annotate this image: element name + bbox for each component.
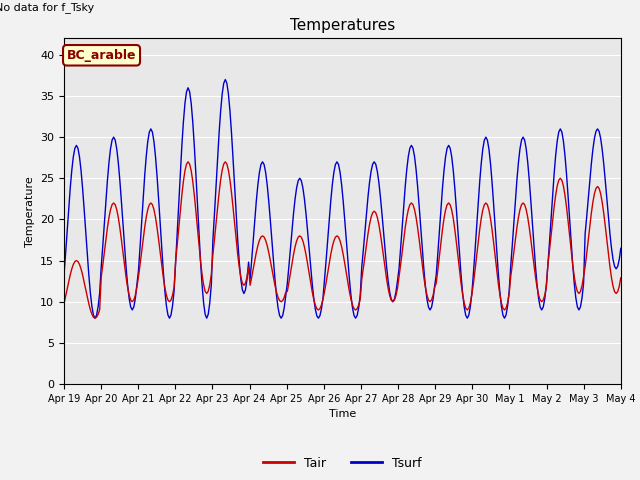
Tsurf bbox=[589, 146, 596, 152]
Line: Tair: Tair bbox=[64, 162, 621, 318]
Tsurf bbox=[248, 257, 255, 263]
Tair bbox=[617, 275, 625, 281]
Tair bbox=[91, 315, 99, 321]
Tsurf bbox=[617, 245, 625, 251]
Text: BC_arable: BC_arable bbox=[67, 49, 136, 62]
Legend: Tair, Tsurf: Tair, Tsurf bbox=[258, 452, 427, 475]
Line: Tsurf: Tsurf bbox=[64, 80, 621, 318]
Tair bbox=[60, 301, 68, 307]
Y-axis label: Temperature: Temperature bbox=[24, 176, 35, 247]
Tsurf bbox=[91, 315, 99, 321]
X-axis label: Time: Time bbox=[329, 409, 356, 419]
Tsurf bbox=[221, 77, 229, 83]
Text: No data for f_Tsky: No data for f_Tsky bbox=[0, 2, 94, 13]
Tsurf bbox=[229, 156, 237, 162]
Tair bbox=[130, 297, 138, 303]
Tsurf bbox=[130, 304, 138, 310]
Title: Temperatures: Temperatures bbox=[290, 18, 395, 33]
Tair bbox=[257, 234, 265, 240]
Tsurf bbox=[307, 264, 314, 269]
Tsurf bbox=[257, 162, 265, 168]
Tair bbox=[307, 280, 314, 286]
Tair bbox=[248, 275, 255, 280]
Tair bbox=[184, 159, 192, 165]
Tair bbox=[229, 204, 237, 210]
Tair bbox=[589, 199, 596, 205]
Tsurf bbox=[60, 272, 68, 278]
